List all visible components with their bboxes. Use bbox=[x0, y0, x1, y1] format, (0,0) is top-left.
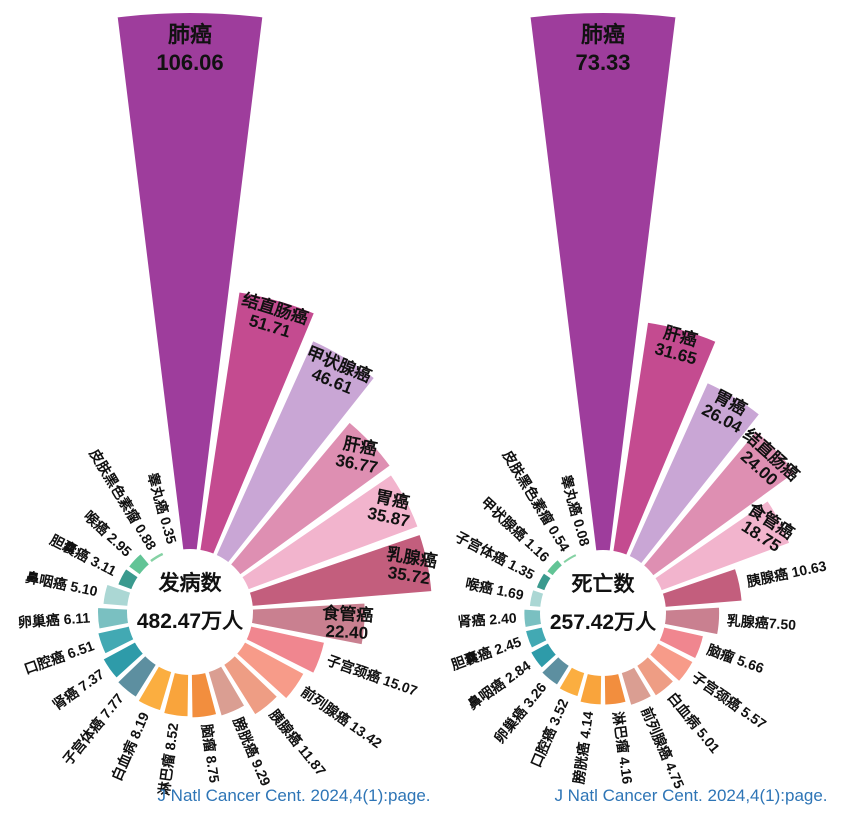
slice-label-incidence-卵巢癌: 卵巢癌 6.11 bbox=[17, 610, 90, 631]
slice-incidence-肺癌 bbox=[115, 11, 265, 552]
slice-mortality-肺癌 bbox=[528, 10, 678, 553]
slice-mortality-食管癌 bbox=[652, 498, 792, 593]
slice-incidence-甲状腺癌 bbox=[214, 338, 377, 565]
citation-mortality: J Natl Cancer Cent. 2024,4(1):page. bbox=[554, 786, 828, 805]
svg-text:食管癌: 食管癌 bbox=[322, 602, 374, 625]
slice-mortality-甲状腺癌 bbox=[544, 557, 565, 578]
slice-incidence-胃癌 bbox=[239, 472, 420, 592]
slice-label-mortality-膀胱癌: 膀胱癌 4.14 bbox=[570, 710, 596, 786]
incidence-chart: 肺癌106.06结直肠癌51.71甲状腺癌46.61肝癌36.77胃癌35.87… bbox=[17, 11, 439, 797]
incidence-center-title: 发病数 bbox=[158, 571, 223, 595]
slice-incidence-食管癌 bbox=[249, 601, 367, 647]
slice-incidence-胆囊癌 bbox=[115, 566, 141, 592]
slice-label-mortality-喉癌: 喉癌 1.69 bbox=[464, 575, 525, 603]
slice-mortality-皮肤黑色素瘤 bbox=[560, 551, 579, 566]
slice-mortality-胰腺癌 bbox=[660, 566, 744, 609]
slice-label-incidence-胰腺癌: 胰腺癌 11.87 bbox=[266, 706, 329, 778]
slice-mortality-鼻咽癌 bbox=[528, 640, 559, 671]
slice-label-incidence-鼻咽癌: 鼻咽癌 5.10 bbox=[24, 569, 99, 600]
slice-mortality-胃癌 bbox=[627, 380, 762, 566]
slice-label-incidence-子宫颈癌: 子宫颈癌 15.07 bbox=[325, 652, 420, 699]
slice-mortality-喉癌 bbox=[527, 587, 546, 609]
slice-incidence-子宫颈癌 bbox=[244, 624, 327, 676]
slice-incidence-胰腺癌 bbox=[221, 653, 280, 717]
svg-text:106.06: 106.06 bbox=[156, 50, 223, 75]
slice-mortality-胆囊癌 bbox=[523, 625, 549, 651]
slice-incidence-白血病 bbox=[136, 664, 174, 713]
slice-label-incidence-前列腺癌: 前列腺癌 13.42 bbox=[298, 683, 385, 751]
slice-label-incidence-白血病: 白血病 8.19 bbox=[108, 709, 152, 783]
slice-label-incidence-膀胱癌: 膀胱癌 9.29 bbox=[230, 714, 274, 789]
slice-incidence-肾癌 bbox=[101, 639, 146, 681]
slice-incidence-子宫体癌 bbox=[115, 653, 159, 700]
slice-incidence-乳腺癌 bbox=[247, 532, 434, 608]
slice-mortality-肾癌 bbox=[522, 607, 544, 630]
svg-text:73.33: 73.33 bbox=[575, 50, 630, 75]
slice-incidence-卵巢癌 bbox=[96, 605, 131, 631]
slice-mortality-膀胱癌 bbox=[578, 671, 604, 707]
mortality-center-total: 257.42万人 bbox=[550, 611, 656, 634]
slice-mortality-前列腺癌 bbox=[619, 665, 654, 708]
slice-mortality-白血病 bbox=[634, 654, 676, 699]
slice-mortality-肝癌 bbox=[611, 320, 718, 558]
slice-incidence-肝癌 bbox=[228, 420, 393, 577]
slice-label-mortality-淋巴瘤: 淋巴瘤 4.16 bbox=[610, 710, 636, 785]
slice-label-mortality-脑瘤: 脑瘤 5.66 bbox=[705, 641, 766, 676]
slice-incidence-前列腺癌 bbox=[234, 639, 306, 701]
citation-incidence: J Natl Cancer Cent. 2024,4(1):page. bbox=[157, 786, 431, 805]
slice-incidence-喉癌 bbox=[126, 551, 152, 577]
slice-label-incidence-肺癌: 肺癌 106.06 bbox=[156, 22, 223, 75]
slice-label-incidence-脑瘤: 脑瘤 8.75 bbox=[199, 723, 223, 784]
slice-incidence-膀胱癌 bbox=[206, 664, 247, 718]
mortality-center-title: 死亡数 bbox=[572, 572, 636, 596]
slice-mortality-结直肠癌 bbox=[641, 428, 798, 578]
slice-incidence-鼻咽癌 bbox=[101, 582, 133, 608]
slice-incidence-睾丸癌 bbox=[164, 547, 182, 557]
slice-mortality-乳腺癌 bbox=[662, 605, 722, 637]
slice-mortality-睾丸癌 bbox=[577, 549, 595, 558]
slice-mortality-口腔癌 bbox=[557, 665, 587, 699]
svg-text:肺癌: 肺癌 bbox=[581, 22, 625, 47]
incidence-center-total: 482.47万人 bbox=[137, 610, 243, 633]
slice-label-incidence-口腔癌: 口腔癌 6.51 bbox=[22, 637, 96, 677]
svg-text:22.40: 22.40 bbox=[325, 622, 368, 643]
mortality-chart: 肺癌73.33肝癌31.65胃癌26.04结直肠癌24.00食管癌18.75胰腺… bbox=[449, 10, 828, 791]
slice-incidence-结直肠癌 bbox=[198, 290, 317, 557]
slice-mortality-子宫体癌 bbox=[534, 570, 554, 593]
slice-label-mortality-肺癌: 肺癌 73.33 bbox=[575, 22, 630, 75]
slice-label-mortality-肾癌: 肾癌 2.40 bbox=[457, 610, 517, 630]
slice-incidence-淋巴瘤 bbox=[161, 670, 191, 719]
slice-incidence-口腔癌 bbox=[96, 624, 136, 656]
slice-mortality-子宫颈癌 bbox=[647, 640, 696, 684]
slice-label-mortality-胰腺癌: 胰腺癌 10.63 bbox=[745, 558, 828, 590]
slice-mortality-淋巴瘤 bbox=[602, 671, 628, 707]
slice-incidence-皮肤黑色素瘤 bbox=[147, 550, 166, 565]
slice-incidence-脑瘤 bbox=[189, 670, 219, 720]
slice-label-incidence-肾癌: 肾癌 7.37 bbox=[49, 666, 107, 713]
slice-mortality-卵巢癌 bbox=[539, 654, 572, 688]
svg-text:肺癌: 肺癌 bbox=[168, 22, 212, 47]
slice-label-mortality-乳腺癌: 乳腺癌7.50 bbox=[726, 612, 796, 633]
slice-mortality-脑瘤 bbox=[657, 625, 706, 661]
